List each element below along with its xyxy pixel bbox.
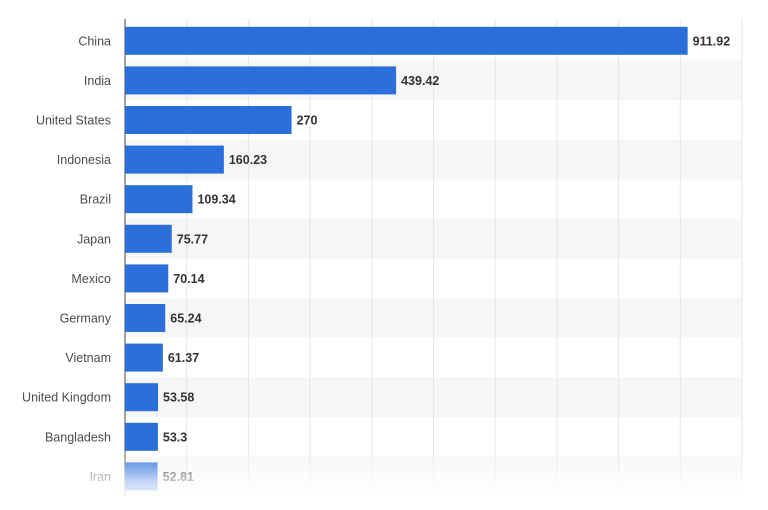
category-label: Brazil xyxy=(80,193,111,207)
category-label: India xyxy=(84,74,111,88)
bar[interactable] xyxy=(125,26,688,55)
category-label: Mexico xyxy=(71,272,111,286)
category-label: Vietnam xyxy=(65,351,111,365)
data-label: 109.34 xyxy=(197,193,235,207)
data-label: 53.58 xyxy=(163,391,194,405)
category-label: Iran xyxy=(89,470,111,484)
data-label: 53.3 xyxy=(163,430,187,444)
data-label: 70.14 xyxy=(173,272,204,286)
data-label: 911.92 xyxy=(693,34,731,48)
data-label: 270 xyxy=(297,114,318,128)
bar[interactable] xyxy=(125,343,163,372)
category-labels: China India United States Indonesia Brazil Ja… xyxy=(22,34,112,484)
data-label: 160.23 xyxy=(229,153,267,167)
category-label: Germany xyxy=(60,312,112,326)
bar[interactable] xyxy=(125,145,224,174)
bar[interactable] xyxy=(125,66,397,95)
bar[interactable] xyxy=(125,224,172,253)
data-label: 75.77 xyxy=(177,232,208,246)
data-label: 61.37 xyxy=(168,351,199,365)
category-label: Indonesia xyxy=(57,153,111,167)
bar[interactable] xyxy=(125,106,292,134)
bar[interactable] xyxy=(125,383,159,412)
category-label: United States xyxy=(36,114,111,128)
data-label: 65.24 xyxy=(170,312,201,326)
bar[interactable] xyxy=(125,185,193,214)
bar[interactable] xyxy=(125,422,158,451)
bar[interactable] xyxy=(125,264,169,293)
data-label: 439.42 xyxy=(401,74,439,88)
bar[interactable] xyxy=(125,304,166,332)
gridlines xyxy=(186,19,743,497)
category-label: China xyxy=(78,34,111,48)
bars xyxy=(125,26,688,491)
bar[interactable] xyxy=(125,462,158,491)
category-label: Japan xyxy=(77,232,111,246)
category-label: Bangladesh xyxy=(45,430,111,444)
data-label: 52.81 xyxy=(163,470,194,484)
category-label: United Kingdom xyxy=(22,391,111,405)
